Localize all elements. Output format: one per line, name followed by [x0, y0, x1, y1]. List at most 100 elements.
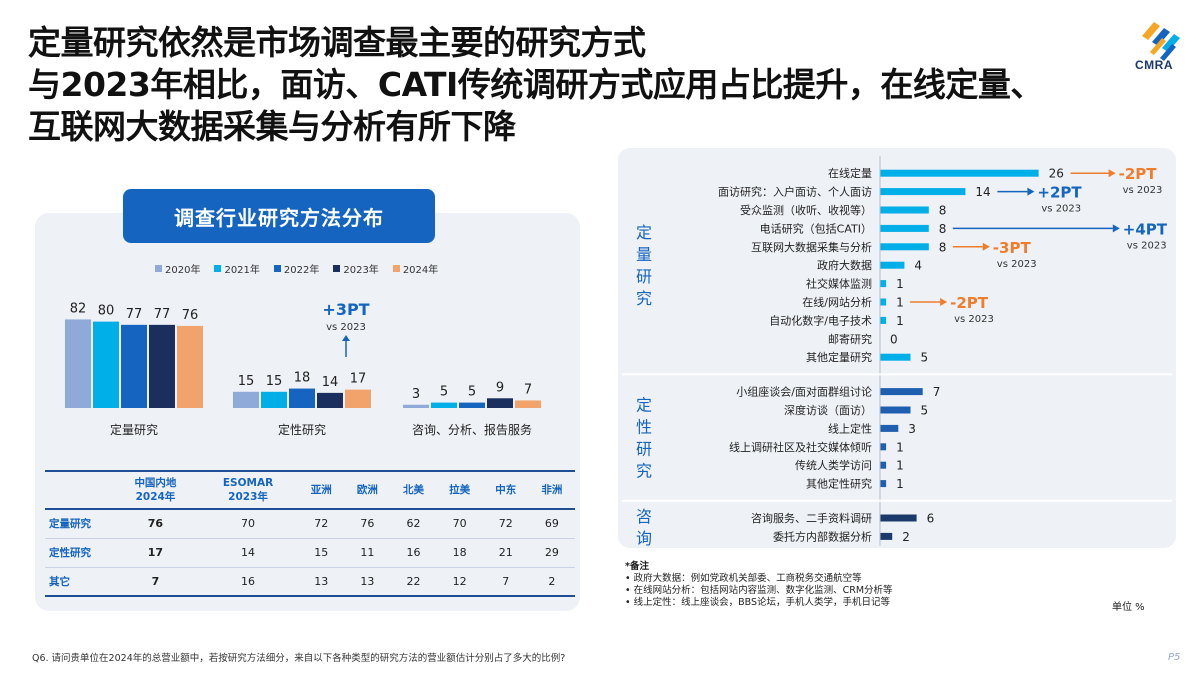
table-cell: 13: [360, 574, 375, 588]
survey-question: Q6. 请问贵单位在2024年的总营业额中，若按研究方法细分，来自以下各种类型的…: [32, 653, 566, 664]
arrowhead-icon: [940, 298, 948, 306]
bar: [515, 400, 541, 408]
data-label: 7: [524, 382, 532, 397]
change-note: vs 2023: [1123, 185, 1163, 196]
data-label: 82: [70, 301, 87, 316]
change-annotation: -3PT: [993, 239, 1032, 257]
group-label-char: 研: [636, 440, 652, 459]
unit-label: 单位 %: [1112, 602, 1145, 613]
table-cell: 69: [544, 517, 559, 531]
table-body: 定量研究 76 70 72 76 62 70 72 69 定性研究 17 14 15 11 16 18 21 29…: [45, 509, 575, 596]
change-note: vs 2023: [997, 259, 1037, 270]
change-note: vs 2023: [954, 314, 994, 325]
page-number: P5: [1168, 652, 1181, 663]
table-column-header: ESOMAR 2023年: [222, 477, 274, 503]
table-cell: 16: [241, 574, 256, 588]
data-label: 1: [896, 296, 904, 310]
data-label: 15: [266, 374, 283, 389]
table-cell: 7: [502, 574, 510, 588]
category-label: 定性研究: [278, 422, 326, 437]
bar-label: 其他定性研究: [806, 477, 872, 491]
bar-label: 受众监测（收听、收视等）: [740, 203, 872, 217]
data-label: 18: [294, 371, 311, 386]
data-label: 14: [975, 185, 990, 199]
table-cell: 72: [498, 517, 513, 531]
data-label: 5: [921, 351, 929, 365]
bar: [459, 402, 485, 408]
table-cell: 22: [406, 574, 421, 588]
bar: [317, 392, 343, 408]
bar: [233, 391, 259, 408]
table-cell: 62: [406, 517, 421, 531]
legend-item-2024: 2024年: [392, 261, 438, 276]
bar: [289, 388, 315, 408]
data-label: 9: [496, 380, 504, 395]
bar-label: 其他定量研究: [806, 350, 872, 364]
bar: [880, 169, 1039, 177]
data-label: 0: [890, 332, 898, 346]
data-label: 76: [182, 308, 199, 323]
data-label: 1: [896, 440, 904, 454]
up-arrowhead-icon: [342, 335, 350, 341]
bar: [149, 324, 175, 408]
bar-label: 面访研究：入户面访、个人面访: [718, 185, 872, 199]
table-cell: 12: [452, 574, 467, 588]
table-row: 其它 7 16 13 13 22 12 7 2: [45, 567, 575, 596]
change-annotation: +4PT: [1123, 220, 1168, 238]
data-label: 80: [98, 304, 115, 319]
bar: [880, 280, 887, 288]
bar: [880, 532, 893, 540]
table-cell: 7: [151, 574, 160, 588]
bar: [345, 389, 371, 408]
table-column-header: 中国内地 2024年: [134, 477, 177, 503]
row-label: 定量研究: [49, 518, 91, 531]
bar-label: 委托方内部数据分析: [773, 529, 872, 543]
data-label: 8: [939, 204, 947, 218]
legend-item-2020: 2020年: [155, 261, 200, 276]
bar-label: 传统人类学访问: [795, 458, 872, 472]
data-label: 3: [908, 422, 916, 436]
table-cell: 76: [147, 517, 164, 531]
footnote-item: • 线上定性：线上座谈会，BBS论坛，手机人类学，手机日记等: [625, 597, 891, 608]
bar: [177, 325, 203, 408]
data-label: 7: [933, 385, 941, 399]
left-panel: [35, 213, 580, 611]
table-cell: 76: [360, 517, 375, 531]
data-label: 3: [412, 387, 420, 402]
change-note: vs 2023: [1041, 204, 1081, 215]
bar-label: 邮寄研究: [828, 332, 872, 346]
data-label: 77: [126, 307, 143, 322]
bar: [403, 404, 429, 408]
data-label: 26: [1049, 167, 1064, 181]
arrowhead-icon: [982, 242, 990, 251]
table-column-header: 拉美: [449, 484, 471, 496]
table-column-header: 非洲: [541, 484, 563, 496]
arrowhead-icon: [1108, 169, 1116, 178]
change-annotation: +3PT: [322, 300, 369, 319]
data-label: 1: [896, 459, 904, 473]
bar-label: 线上调研社区及社交媒体倾听: [729, 440, 872, 454]
group-label-char: 咨: [636, 507, 652, 526]
bar: [880, 316, 887, 324]
region-comparison-table: 中国内地 2024年 ESOMAR 2023年 亚洲 欧洲 北美 拉美 中东 非洲 定量研究 76 7…: [45, 470, 575, 597]
data-label: 1: [896, 477, 904, 491]
bar: [880, 224, 929, 232]
bar-label: 互联网大数据采集与分析: [751, 240, 872, 254]
arrowhead-icon: [1112, 224, 1120, 233]
legend-item-2023: 2023年: [333, 261, 379, 276]
table-column-header: 中东: [495, 484, 517, 496]
table-cell: 15: [314, 546, 329, 559]
bar: [880, 261, 905, 269]
bar: [880, 353, 911, 361]
change-note: vs 2023: [1127, 240, 1167, 251]
group-label-char: 研: [636, 267, 652, 286]
bar-label: 政府大数据: [817, 258, 872, 272]
data-label: 5: [468, 385, 476, 400]
bar: [880, 243, 929, 251]
bar: [880, 406, 911, 414]
change-annotation: -2PT: [1119, 165, 1158, 183]
footnote-item: • 在线网站分析：包括网站内容监测、数字化监测、CRM分析等: [625, 585, 893, 596]
group-label-char: 究: [636, 289, 652, 308]
data-label: 8: [939, 222, 947, 236]
